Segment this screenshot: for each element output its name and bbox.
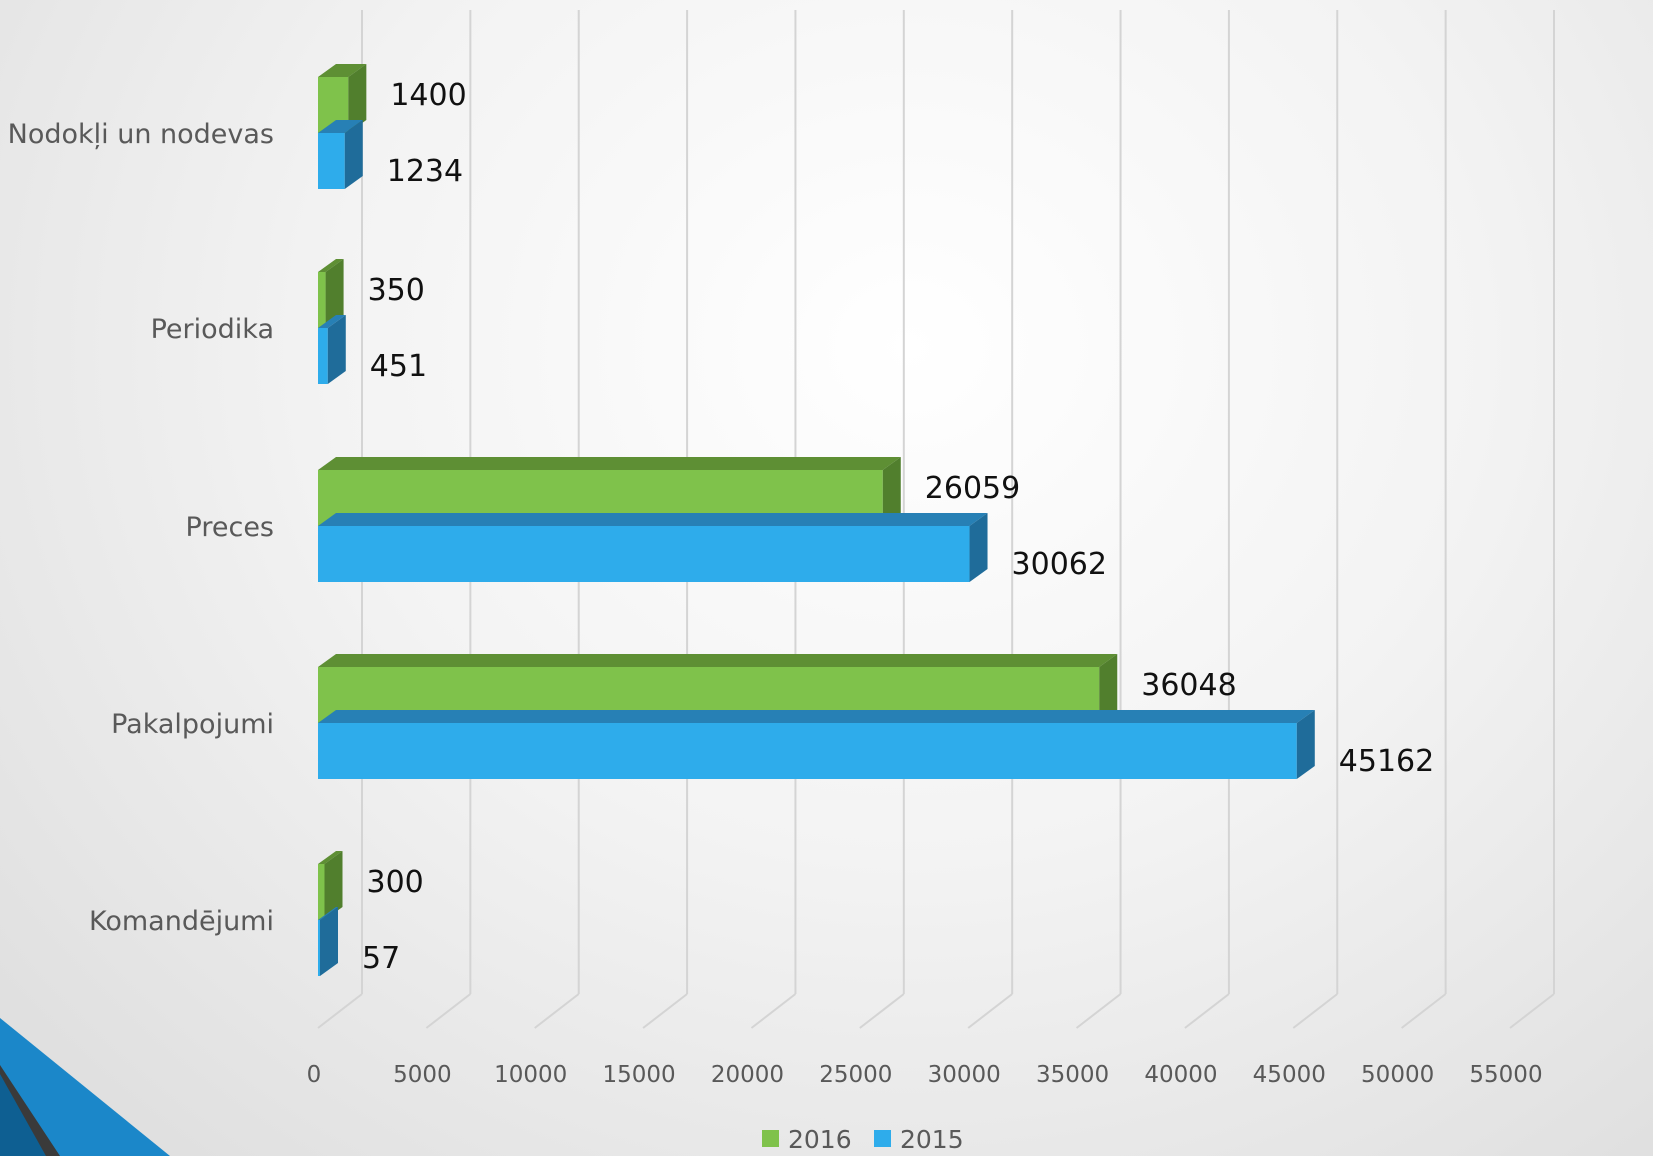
category-label-2: Preces — [186, 512, 274, 543]
data-label-2015-4: 57 — [362, 941, 400, 976]
data-label-2015-2: 30062 — [1012, 547, 1107, 582]
bar-2015-4 — [318, 907, 338, 976]
corner-shape-blue — [0, 1018, 170, 1156]
bar-side-face — [348, 64, 367, 133]
bar-top-face — [318, 654, 1118, 667]
floor-line-50000 — [1401, 993, 1447, 1029]
bar-side-face — [969, 513, 988, 582]
bar-2015-0 — [318, 120, 363, 189]
data-label-2016-4: 300 — [367, 865, 424, 900]
bar-top-face — [318, 710, 1315, 723]
floor-line-5000 — [425, 993, 471, 1029]
bar-side-face — [1099, 654, 1118, 723]
bar-2015-1 — [318, 315, 346, 384]
floor-line-20000 — [750, 993, 797, 1029]
category-label-4: Komandējumi — [89, 906, 274, 937]
bar-front-face — [318, 723, 1297, 779]
bar-front-face — [318, 864, 325, 920]
bar-top-face — [318, 457, 901, 470]
data-label-2016-3: 36048 — [1141, 668, 1236, 703]
x-tick-label-35000: 35000 — [1036, 1062, 1109, 1088]
legend-label-2015: 2015 — [900, 1125, 964, 1154]
bar-top-face — [318, 64, 367, 77]
x-tick-label-20000: 20000 — [711, 1062, 784, 1088]
bar-side-face — [320, 907, 338, 976]
floor-line-10000 — [534, 993, 580, 1029]
x-tick-label-40000: 40000 — [1144, 1062, 1217, 1088]
floor-line-15000 — [642, 993, 688, 1029]
data-label-2015-1: 451 — [370, 349, 427, 384]
bar-top-face — [318, 120, 363, 133]
bar-top-face — [318, 907, 338, 920]
bar-front-face — [318, 133, 345, 189]
x-tick-label-50000: 50000 — [1361, 1062, 1434, 1088]
bar-2016-4 — [318, 851, 343, 920]
data-label-2015-0: 1234 — [387, 154, 463, 189]
floor-line-30000 — [967, 993, 1013, 1029]
floor-line-25000 — [859, 993, 905, 1029]
floor-line-45000 — [1292, 993, 1338, 1029]
bar-side-face — [882, 457, 901, 526]
floor-line-0 — [317, 993, 363, 1029]
bar-side-face — [1296, 710, 1315, 779]
legend-swatch-2015 — [874, 1130, 891, 1147]
legend-label-2016: 2016 — [788, 1125, 852, 1154]
x-tick-label-25000: 25000 — [819, 1062, 892, 1088]
x-tick-label-0: 0 — [307, 1062, 322, 1088]
bar-side-face — [325, 259, 344, 328]
bar-side-face — [344, 120, 363, 189]
data-label-2016-1: 350 — [368, 273, 425, 308]
bar-2015-2 — [318, 513, 988, 582]
bar-front-face — [318, 920, 320, 976]
category-label-1: Periodika — [151, 314, 274, 345]
chart-floor — [317, 993, 1555, 1029]
floor-line-40000 — [1184, 993, 1230, 1029]
x-tick-label-55000: 55000 — [1469, 1062, 1542, 1088]
bar-side-face — [327, 315, 346, 384]
data-labels: 1400 1234 350 451 26059 30062 36048 45162 300 57 — [362, 78, 1434, 976]
bars — [318, 64, 1315, 976]
bar-front-face — [318, 272, 326, 328]
bar-side-face — [324, 851, 343, 920]
floor-line-35000 — [1075, 993, 1122, 1029]
x-tick-label-45000: 45000 — [1253, 1062, 1326, 1088]
category-labels: Nodokļi un nodevas Periodika Preces Pakalpo… — [8, 119, 274, 937]
bar-top-face — [318, 851, 343, 864]
bar-front-face — [318, 328, 328, 384]
bar-front-face — [318, 526, 970, 582]
x-axis-ticks: 0 5000 10000 15000 20000 25000 30000 35000 40000… — [307, 1062, 1543, 1088]
corner-decoration — [0, 1018, 170, 1156]
data-label-2016-2: 26059 — [925, 471, 1020, 506]
legend: 2016 2015 — [762, 1125, 964, 1154]
bar-2015-3 — [318, 710, 1315, 779]
bar-top-face — [318, 513, 988, 526]
category-label-0: Nodokļi un nodevas — [8, 119, 274, 150]
x-tick-label-10000: 10000 — [494, 1062, 567, 1088]
corner-shape-navy — [0, 1074, 46, 1156]
data-label-2016-0: 1400 — [390, 78, 466, 113]
legend-swatch-2016 — [762, 1130, 779, 1147]
bar-top-face — [318, 259, 344, 272]
data-label-2015-3: 45162 — [1339, 744, 1434, 779]
bar-2016-1 — [318, 259, 344, 328]
category-label-3: Pakalpojumi — [111, 709, 274, 740]
bar-2016-3 — [318, 654, 1118, 723]
x-tick-label-5000: 5000 — [393, 1062, 452, 1088]
x-tick-label-15000: 15000 — [603, 1062, 676, 1088]
x-tick-label-30000: 30000 — [928, 1062, 1001, 1088]
floor-line-55000 — [1509, 993, 1555, 1029]
bar-top-face — [318, 315, 346, 328]
